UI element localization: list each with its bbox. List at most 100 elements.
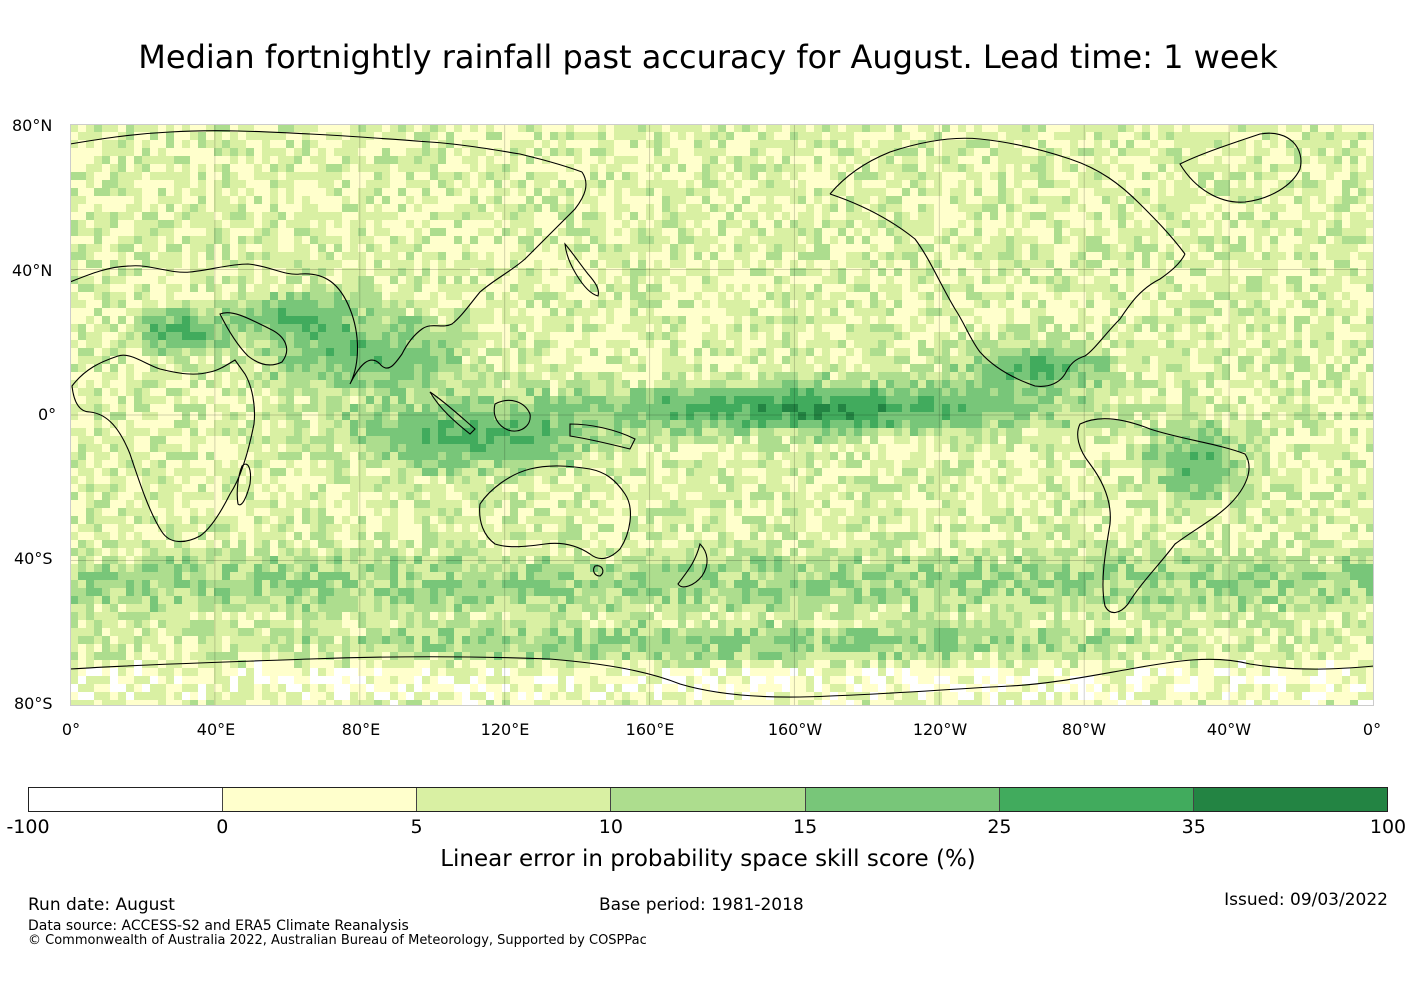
skill-cell <box>270 196 278 204</box>
skill-cell <box>742 188 750 196</box>
skill-cell <box>1318 292 1326 300</box>
skill-cell <box>302 132 310 140</box>
skill-cell <box>286 252 294 260</box>
skill-cell <box>78 244 86 252</box>
skill-cell <box>422 180 430 188</box>
skill-cell <box>766 332 774 340</box>
skill-cell <box>582 340 590 348</box>
skill-cell <box>214 220 222 228</box>
skill-cell <box>190 364 198 372</box>
skill-cell <box>118 252 126 260</box>
skill-cell <box>350 236 358 244</box>
skill-cell <box>222 276 230 284</box>
skill-cell <box>830 364 838 372</box>
skill-cell <box>454 204 462 212</box>
skill-cell <box>758 172 766 180</box>
skill-cell <box>1286 324 1294 332</box>
skill-cell <box>950 308 958 316</box>
skill-cell <box>494 140 502 148</box>
skill-cell <box>1166 124 1174 132</box>
skill-cell <box>1006 324 1014 332</box>
skill-cell <box>1350 156 1358 164</box>
skill-cell <box>406 284 414 292</box>
skill-cell <box>86 212 94 220</box>
skill-cell <box>798 308 806 316</box>
skill-cell <box>982 340 990 348</box>
skill-cell <box>190 308 198 316</box>
skill-cell <box>990 172 998 180</box>
skill-cell <box>1094 284 1102 292</box>
skill-cell <box>494 252 502 260</box>
skill-cell <box>1174 308 1182 316</box>
skill-cell <box>830 276 838 284</box>
skill-cell <box>126 172 134 180</box>
skill-cell <box>750 276 758 284</box>
skill-cell <box>166 356 174 364</box>
skill-cell <box>342 204 350 212</box>
skill-cell <box>1134 252 1142 260</box>
skill-cell <box>206 252 214 260</box>
skill-cell <box>1358 164 1366 172</box>
skill-cell <box>1230 212 1238 220</box>
skill-cell <box>1214 348 1222 356</box>
skill-cell <box>1174 156 1182 164</box>
skill-cell <box>862 348 870 356</box>
skill-cell <box>1230 292 1238 300</box>
skill-cell <box>798 188 806 196</box>
skill-cell <box>518 252 526 260</box>
skill-cell <box>526 228 534 236</box>
skill-cell <box>542 164 550 172</box>
skill-cell <box>934 340 942 348</box>
skill-cell <box>470 324 478 332</box>
skill-cell <box>438 164 446 172</box>
skill-cell <box>582 236 590 244</box>
skill-cell <box>326 164 334 172</box>
skill-cell <box>1166 340 1174 348</box>
skill-cell <box>1270 316 1278 324</box>
skill-cell <box>870 252 878 260</box>
skill-cell <box>734 260 742 268</box>
skill-cell <box>918 164 926 172</box>
skill-cell <box>150 276 158 284</box>
skill-cell <box>1214 132 1222 140</box>
skill-cell <box>790 292 798 300</box>
skill-cell <box>1182 316 1190 324</box>
skill-cell <box>750 308 758 316</box>
skill-cell <box>590 164 598 172</box>
skill-cell <box>1166 244 1174 252</box>
skill-cell <box>246 172 254 180</box>
skill-cell <box>294 252 302 260</box>
skill-cell <box>702 148 710 156</box>
skill-cell <box>1366 276 1374 284</box>
skill-cell <box>70 340 78 348</box>
skill-cell <box>734 196 742 204</box>
skill-cell <box>1214 124 1222 132</box>
skill-cell <box>726 172 734 180</box>
skill-cell <box>254 164 262 172</box>
skill-cell <box>310 156 318 164</box>
skill-cell <box>166 244 174 252</box>
skill-cell <box>1206 124 1214 132</box>
skill-cell <box>910 252 918 260</box>
skill-cell <box>1302 180 1310 188</box>
skill-cell <box>1158 324 1166 332</box>
skill-cell <box>702 348 710 356</box>
skill-cell <box>270 132 278 140</box>
skill-cell <box>854 268 862 276</box>
skill-cell <box>446 300 454 308</box>
skill-cell <box>726 164 734 172</box>
skill-cell <box>94 316 102 324</box>
skill-cell <box>1142 228 1150 236</box>
skill-cell <box>806 268 814 276</box>
skill-cell <box>1294 252 1302 260</box>
skill-cell <box>278 276 286 284</box>
skill-cell <box>910 148 918 156</box>
skill-cell <box>262 348 270 356</box>
skill-cell <box>870 156 878 164</box>
skill-cell <box>1054 284 1062 292</box>
skill-cell <box>710 132 718 140</box>
skill-cell <box>350 164 358 172</box>
skill-cell <box>1310 148 1318 156</box>
skill-cell <box>1086 268 1094 276</box>
skill-cell <box>1182 236 1190 244</box>
